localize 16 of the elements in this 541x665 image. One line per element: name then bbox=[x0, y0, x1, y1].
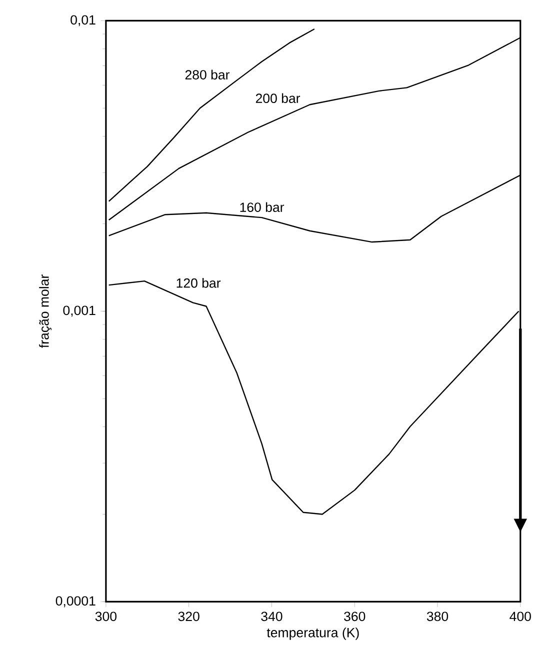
series-label: 200 bar bbox=[256, 93, 300, 104]
series-label: 280 bar bbox=[185, 70, 230, 80]
y-tick-label: 0,001 bbox=[63, 306, 96, 317]
x-tick-label: 360 bbox=[344, 612, 366, 622]
y-axis-title: fração molar bbox=[39, 274, 52, 348]
x-tick-label: 300 bbox=[95, 612, 116, 622]
series-label: 120 bar bbox=[176, 278, 221, 288]
series-label: 160 bar bbox=[240, 202, 284, 212]
line-series bbox=[108, 28, 315, 202]
y-tick-label: 0,0001 bbox=[56, 596, 96, 608]
y-tick-label: 0,01 bbox=[70, 15, 96, 26]
x-axis-title: temperatura (K) bbox=[266, 628, 359, 640]
x-tick-label: 380 bbox=[426, 612, 448, 622]
x-tick-label: 400 bbox=[510, 612, 531, 622]
x-tick-label: 320 bbox=[178, 612, 200, 622]
x-tick-label: 340 bbox=[261, 612, 282, 622]
